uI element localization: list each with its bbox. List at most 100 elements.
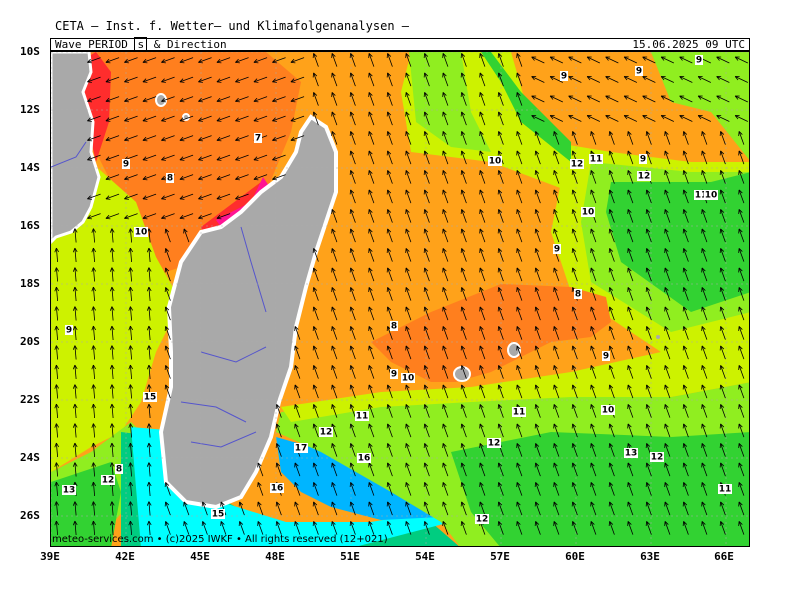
wave-direction-arrow <box>531 115 545 122</box>
contour-label: 9 <box>696 56 702 66</box>
wave-direction-arrow <box>164 482 171 496</box>
wave-direction-arrow <box>571 384 578 399</box>
wave-direction-arrow <box>734 76 749 83</box>
wave-direction-arrow <box>479 306 486 321</box>
wave-direction-arrow <box>128 325 134 341</box>
wave-direction-arrow <box>72 325 78 341</box>
wave-direction-arrow <box>701 170 708 184</box>
wave-direction-arrow <box>349 170 356 184</box>
contour-label: 9 <box>123 160 129 170</box>
wave-direction-arrow <box>423 384 430 399</box>
contour-label: 10 <box>582 208 595 218</box>
wave-direction-arrow <box>627 501 634 516</box>
wave-direction-arrow <box>719 150 726 165</box>
wave-direction-arrow <box>497 170 504 184</box>
lon-label-42e: 42E <box>115 550 135 563</box>
lat-label-14s: 14S <box>20 161 40 174</box>
wave-direction-arrow <box>91 481 97 497</box>
zone-period-13-east <box>606 172 749 312</box>
wave-direction-arrow <box>405 92 412 106</box>
wave-direction-arrow <box>716 95 730 103</box>
wave-direction-arrow <box>201 521 208 535</box>
wave-direction-arrow <box>460 228 467 243</box>
wave-direction-arrow <box>738 423 745 438</box>
zone-period-13-north <box>421 52 571 162</box>
contour-label: 9 <box>640 155 646 165</box>
wave-direction-arrow <box>553 189 560 204</box>
lon-label-63e: 63E <box>640 550 660 563</box>
wave-direction-arrow <box>479 189 486 204</box>
wave-direction-arrow <box>423 521 430 535</box>
wave-direction-arrow <box>701 462 708 477</box>
wave-direction-arrow <box>534 209 541 223</box>
wave-direction-arrow <box>697 76 712 83</box>
wave-direction-arrow <box>216 174 231 181</box>
wave-direction-arrow <box>368 423 375 438</box>
contour-label-bg <box>355 411 369 421</box>
wave-direction-arrow <box>423 248 430 262</box>
wave-direction-arrow <box>146 364 152 380</box>
wave-direction-arrow <box>368 170 375 184</box>
wave-direction-arrow <box>460 150 467 165</box>
wave-direction-arrow <box>368 209 375 223</box>
wave-direction-arrow <box>553 131 560 145</box>
wave-direction-arrow <box>534 287 541 301</box>
lat-label-26s: 26S <box>20 509 40 522</box>
wave-direction-arrow <box>664 189 671 204</box>
contour-label: 9 <box>554 245 560 255</box>
wave-direction-arrow <box>608 170 615 184</box>
wave-direction-arrow <box>442 306 449 321</box>
wave-direction-arrow <box>91 345 97 360</box>
wave-direction-arrow <box>719 287 726 301</box>
wave-direction-arrow <box>294 326 301 340</box>
wave-direction-arrow <box>553 501 560 516</box>
wave-direction-arrow <box>146 267 152 282</box>
wave-direction-arrow <box>386 92 393 106</box>
wave-direction-arrow <box>571 482 578 496</box>
contour-label-bg <box>270 483 284 493</box>
wave-direction-arrow <box>719 462 726 477</box>
wave-direction-arrow <box>235 57 249 64</box>
wave-direction-arrow <box>442 131 449 145</box>
contour-label: 13 <box>63 486 76 496</box>
wave-direction-arrow <box>590 423 597 438</box>
wave-direction-arrow <box>442 228 449 243</box>
wave-direction-arrow <box>660 56 675 64</box>
wave-direction-arrow <box>91 462 97 477</box>
wave-direction-arrow <box>608 384 615 399</box>
wave-direction-arrow <box>72 442 78 458</box>
wave-direction-arrow <box>627 267 634 282</box>
wave-direction-arrow <box>553 384 560 399</box>
wave-direction-arrow <box>294 365 301 379</box>
wave-direction-arrow <box>479 150 486 165</box>
wave-direction-arrow <box>87 154 101 161</box>
lat-label-10s: 10S <box>20 45 40 58</box>
wave-direction-arrow <box>479 365 486 379</box>
wave-direction-arrow <box>590 131 597 145</box>
wave-direction-arrow <box>161 57 175 64</box>
contour-label: 15 <box>144 393 157 403</box>
wave-direction-arrow <box>331 384 338 399</box>
wave-direction-arrow <box>405 482 412 496</box>
wave-direction-arrow <box>124 193 138 200</box>
wave-direction-arrow <box>54 247 60 263</box>
wave-direction-arrow <box>642 95 656 103</box>
wave-direction-arrow <box>534 501 541 516</box>
wave-direction-arrow <box>586 115 601 122</box>
wave-direction-arrow <box>91 442 97 458</box>
wave-direction-arrow <box>627 462 634 477</box>
wave-direction-arrow <box>645 345 652 360</box>
wave-direction-arrow <box>734 95 749 103</box>
wave-direction-arrow <box>146 462 152 477</box>
wave-direction-arrow <box>164 287 171 301</box>
wave-direction-arrow <box>161 154 175 161</box>
wave-direction-arrow <box>164 306 171 321</box>
wave-direction-arrow <box>294 404 301 418</box>
wave-direction-arrow <box>534 170 541 184</box>
wave-direction-arrow <box>608 365 615 379</box>
contour-label: 10 <box>705 191 718 201</box>
wave-direction-arrow <box>91 403 97 419</box>
wave-direction-arrow <box>164 267 171 282</box>
wave-direction-arrow <box>128 423 134 438</box>
contour-label: 11 <box>513 408 526 418</box>
